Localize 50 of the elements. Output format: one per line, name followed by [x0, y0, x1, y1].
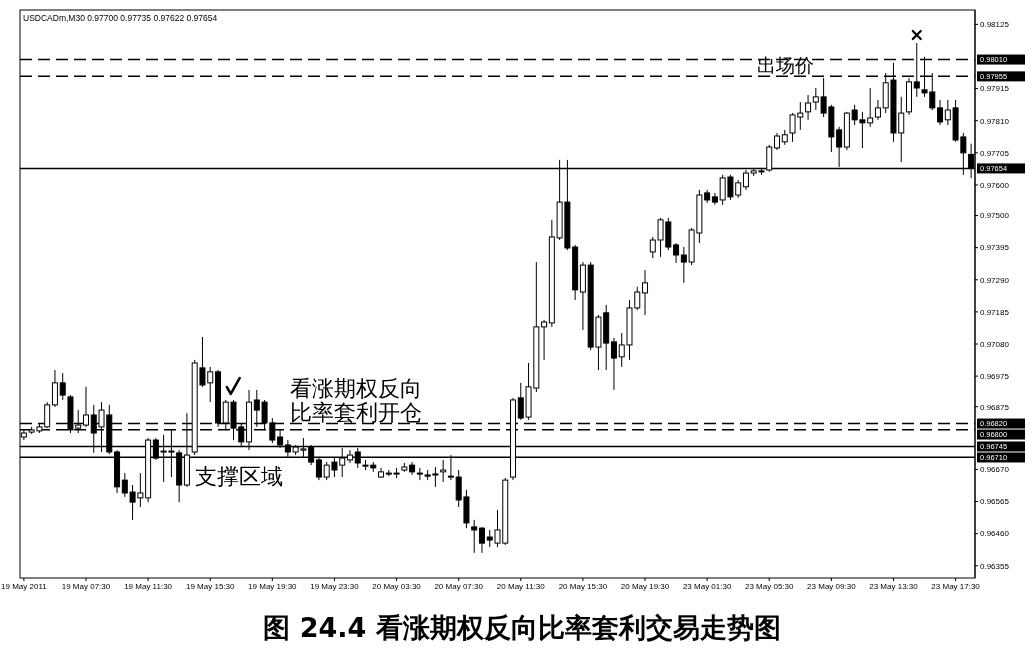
y-tick-label: 0.97290 — [980, 275, 1010, 285]
candlestick — [541, 319, 548, 361]
y-tick-label: 0.97185 — [980, 307, 1010, 317]
candlestick — [937, 99, 944, 126]
candlestick — [610, 337, 617, 391]
candlestick — [673, 242, 680, 264]
candlestick — [51, 369, 58, 408]
x-tick-label: 19 May 07:30 — [61, 582, 111, 591]
chart-title: USDCADm,M30 0.97700 0.97735 0.97622 0.97654 — [23, 13, 218, 23]
candlestick — [440, 459, 447, 483]
x-tick-label: 23 May 17:30 — [931, 582, 981, 591]
y-tick-label: 0.96875 — [980, 402, 1010, 412]
y-tick-label: 0.98125 — [980, 20, 1010, 30]
x-tick-label: 20 May 03:30 — [372, 582, 422, 591]
y-tick-label: 0.96565 — [980, 497, 1010, 507]
x-tick-label: 19 May 2011 — [1, 582, 48, 591]
y-tick-label: 0.97705 — [980, 148, 1010, 158]
y-tick-label: 0.97080 — [980, 339, 1010, 349]
x-tick-label: 23 May 13:30 — [869, 582, 919, 591]
x-tick-label: 23 May 09:30 — [807, 582, 857, 591]
y-tick-label: 0.96975 — [980, 371, 1010, 381]
candlestick — [874, 99, 881, 121]
x-tick-label: 19 May 15:30 — [185, 582, 236, 591]
candlestick — [478, 526, 485, 554]
y-tick-label: 0.97600 — [980, 180, 1010, 190]
y-tick-label: 0.96355 — [980, 561, 1010, 571]
x-tick-label: 19 May 23:30 — [310, 582, 360, 591]
y-tick-label: 0.97810 — [980, 116, 1010, 126]
candlestick — [59, 372, 66, 401]
y-tick-label: 0.97915 — [980, 84, 1010, 94]
candlestick — [471, 519, 478, 554]
y-tick-label: 0.97500 — [980, 211, 1010, 221]
x-tick-label: 23 May 01:30 — [682, 582, 732, 591]
x-tick-label: 20 May 11:30 — [496, 582, 546, 591]
annotation: 出场价 — [757, 54, 815, 77]
annotation: 支撑区域 — [194, 464, 283, 490]
x-tick-label: 20 May 07:30 — [434, 582, 484, 591]
x-tick-label: 19 May 19:30 — [248, 582, 298, 591]
x-tick-label: 23 May 05:30 — [745, 582, 795, 591]
candlestick — [642, 269, 649, 316]
x-tick-label: 20 May 15:30 — [558, 582, 608, 591]
caption: 图 24.4 看涨期权反向比率套利交易走势图 — [263, 612, 781, 643]
y-tick-label: 0.96670 — [980, 465, 1010, 475]
y-tick-label: 0.96460 — [980, 529, 1010, 539]
candlestick — [805, 94, 812, 121]
y-tick-label: 0.97395 — [980, 243, 1010, 253]
x-tick-label: 19 May 11:30 — [124, 582, 173, 591]
x-tick-label: 20 May 19:30 — [620, 582, 670, 591]
candlestick — [913, 42, 920, 98]
annotation: 看涨期权反向比率套利开仓 — [290, 376, 423, 425]
